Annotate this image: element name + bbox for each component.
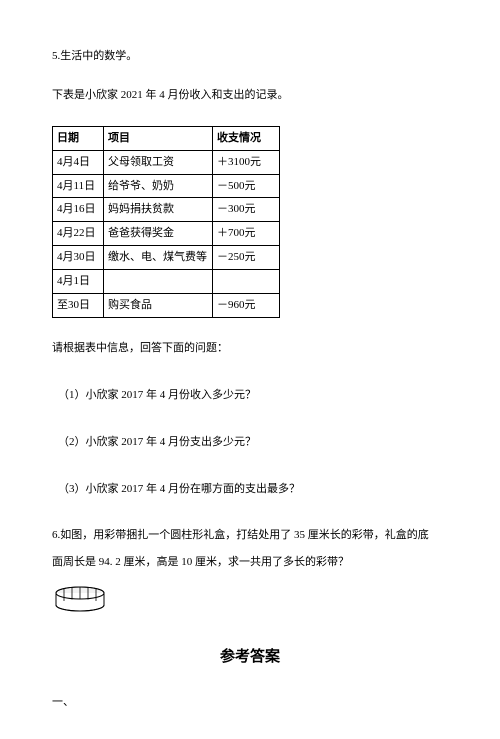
- q5-heading: 5.生活中的数学。: [52, 46, 448, 67]
- cell-item: [104, 270, 213, 294]
- table-row: 至30日 购买食品 －960元: [53, 294, 280, 318]
- table-row: 4月4日 父母领取工资 ＋3100元: [53, 150, 280, 174]
- answers-title: 参考答案: [52, 643, 448, 672]
- cylinder-giftbox-icon: [52, 585, 108, 613]
- th-amount: 收支情况: [213, 126, 280, 150]
- table-row: 4月11日 给爷爷、奶奶 －500元: [53, 174, 280, 198]
- table-row: 4月1日: [53, 270, 280, 294]
- section-one-heading: 一、: [52, 692, 448, 713]
- q5-sub2: （2）小欣家 2017 年 4 月份支出多少元？: [58, 432, 448, 453]
- cell-amount: －250元: [213, 246, 280, 270]
- cell-item: 缴水、电、煤气费等: [104, 246, 213, 270]
- cell-amount: －300元: [213, 198, 280, 222]
- q6-line2: 面周长是 94. 2 厘米，高是 10 厘米，求一共用了多长的彩带？: [52, 552, 448, 573]
- cell-item: 妈妈捐扶贫款: [104, 198, 213, 222]
- q6-line1: 6.如图，用彩带捆扎一个圆柱形礼盒，打结处用了 35 厘米长的彩带，礼盒的底: [52, 525, 448, 546]
- cell-date: 4月11日: [53, 174, 104, 198]
- cell-item: 购买食品: [104, 294, 213, 318]
- table-row: 4月30日 缴水、电、煤气费等 －250元: [53, 246, 280, 270]
- cell-amount: －960元: [213, 294, 280, 318]
- cell-amount: [213, 270, 280, 294]
- cell-amount: ＋700元: [213, 222, 280, 246]
- q5-sub3: （3）小欣家 2017 年 4 月份在哪方面的支出最多？: [58, 479, 448, 500]
- q5-sub1: （1）小欣家 2017 年 4 月份收入多少元？: [58, 385, 448, 406]
- th-date: 日期: [53, 126, 104, 150]
- table-header-row: 日期 项目 收支情况: [53, 126, 280, 150]
- cell-date: 4月16日: [53, 198, 104, 222]
- table-row: 4月16日 妈妈捐扶贫款 －300元: [53, 198, 280, 222]
- cell-date: 至30日: [53, 294, 104, 318]
- gift-box-figure: [52, 585, 448, 621]
- cell-date: 4月4日: [53, 150, 104, 174]
- cell-amount: ＋3100元: [213, 150, 280, 174]
- income-expense-table: 日期 项目 收支情况 4月4日 父母领取工资 ＋3100元 4月11日 给爷爷、…: [52, 126, 280, 318]
- cell-amount: －500元: [213, 174, 280, 198]
- th-item: 项目: [104, 126, 213, 150]
- cell-item: 父母领取工资: [104, 150, 213, 174]
- cell-item: 爸爸获得奖金: [104, 222, 213, 246]
- cell-date: 4月22日: [53, 222, 104, 246]
- q5-after-table: 请根据表中信息，回答下面的问题：: [52, 338, 448, 359]
- cell-item: 给爷爷、奶奶: [104, 174, 213, 198]
- q5-intro: 下表是小欣家 2021 年 4 月份收入和支出的记录。: [52, 85, 448, 106]
- table-row: 4月22日 爸爸获得奖金 ＋700元: [53, 222, 280, 246]
- cell-date: 4月30日: [53, 246, 104, 270]
- cell-date: 4月1日: [53, 270, 104, 294]
